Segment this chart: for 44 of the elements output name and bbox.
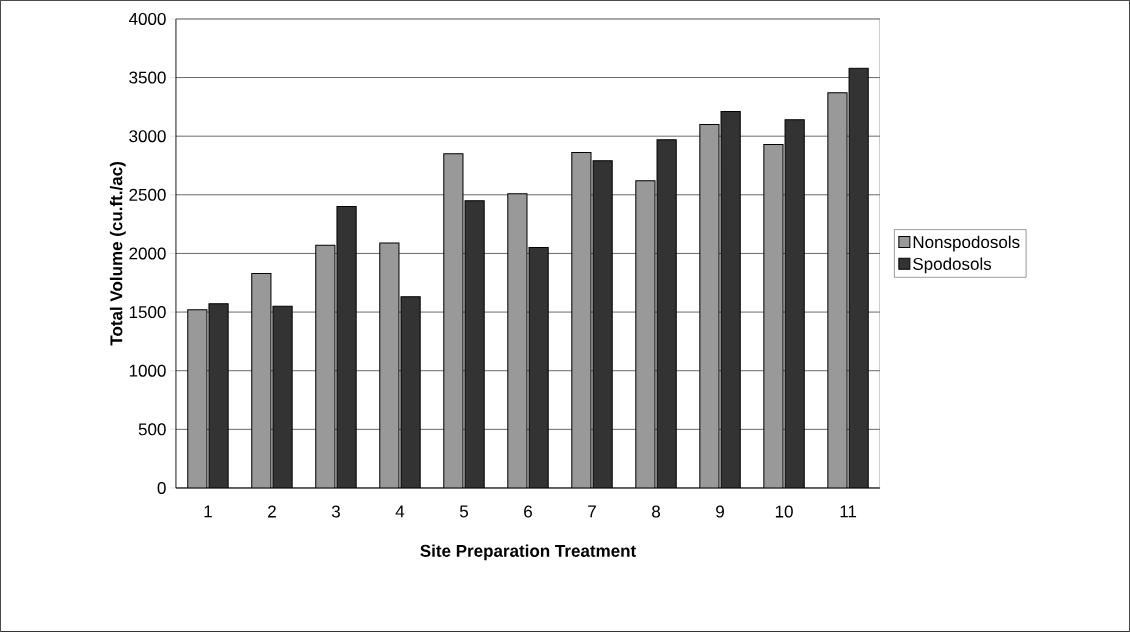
bar [571, 152, 592, 489]
x-tick-label: 7 [588, 505, 596, 518]
bar [529, 247, 549, 489]
bar [657, 139, 677, 489]
x-tick-label: 2 [268, 505, 276, 518]
y-tick-label: 4000 [128, 12, 166, 25]
x-axis-title: Site Preparation Treatment [420, 544, 636, 561]
bar [848, 67, 869, 489]
x-tick-label: 11 [840, 505, 857, 518]
legend-label: Spodosols [913, 257, 992, 274]
bar [721, 111, 741, 489]
y-tick-label: 2000 [129, 247, 166, 260]
bar [635, 180, 656, 489]
y-tick-label: 1500 [129, 306, 166, 319]
bar [400, 296, 421, 489]
bar [785, 119, 805, 489]
bar [272, 306, 293, 489]
bar [593, 160, 613, 489]
y-axis-title: Total Volume (cu.ft./ac) [109, 162, 126, 346]
bar [336, 206, 357, 489]
x-tick-label: 10 [775, 505, 793, 518]
bar [251, 273, 271, 489]
bar [507, 193, 527, 489]
legend-label: Nonspodosols [913, 235, 1020, 252]
bar [464, 200, 485, 489]
bar [187, 309, 207, 489]
x-tick-label: 5 [459, 505, 468, 518]
bar [379, 242, 399, 489]
x-tick-label: 6 [524, 505, 532, 518]
x-tick-label: 3 [331, 505, 340, 518]
x-tick-label: 9 [716, 505, 724, 518]
x-tick-label: 1 [204, 505, 212, 518]
x-tick-label: 8 [652, 505, 661, 518]
y-tick-label: 3000 [129, 130, 166, 143]
x-tick-label: 4 [395, 505, 405, 518]
bar [443, 153, 463, 489]
y-tick-label: 1000 [129, 364, 166, 377]
y-tick-label: 2500 [129, 188, 166, 201]
bar [763, 144, 784, 489]
y-tick-label: 500 [138, 423, 166, 436]
bar [315, 245, 335, 489]
y-tick-label: 0 [157, 482, 166, 495]
y-tick-label: 3500 [129, 71, 166, 84]
bar [699, 124, 720, 489]
